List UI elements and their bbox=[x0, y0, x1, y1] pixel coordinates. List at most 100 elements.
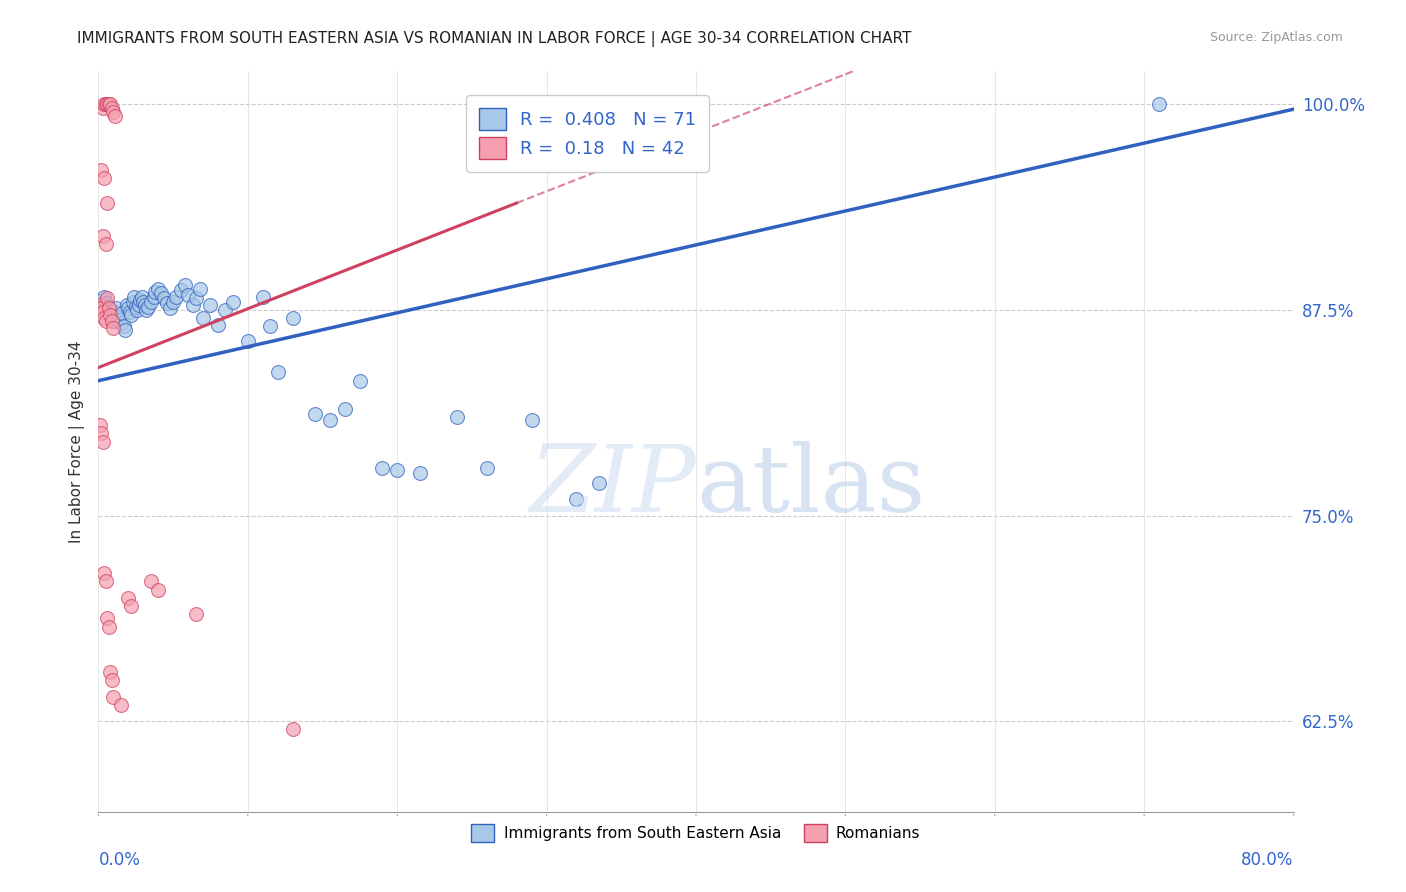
Point bbox=[107, 310, 129, 324]
Point bbox=[222, 294, 245, 309]
Point bbox=[90, 426, 112, 441]
Point bbox=[91, 101, 114, 115]
Point bbox=[111, 306, 134, 320]
Point bbox=[120, 599, 142, 613]
Point bbox=[165, 290, 187, 304]
Point bbox=[200, 298, 222, 312]
Point bbox=[124, 290, 146, 304]
Point bbox=[93, 97, 115, 112]
Point bbox=[128, 298, 150, 312]
Point bbox=[135, 302, 157, 317]
Point bbox=[408, 466, 430, 480]
Point bbox=[143, 285, 166, 299]
Point bbox=[93, 311, 115, 326]
Text: IMMIGRANTS FROM SOUTH EASTERN ASIA VS ROMANIAN IN LABOR FORCE | AGE 30-34 CORREL: IMMIGRANTS FROM SOUTH EASTERN ASIA VS RO… bbox=[77, 31, 911, 47]
Point bbox=[101, 673, 124, 687]
Point bbox=[97, 97, 120, 112]
Point bbox=[565, 492, 588, 507]
Point bbox=[105, 301, 128, 316]
Point bbox=[90, 298, 112, 312]
Text: atlas: atlas bbox=[696, 441, 925, 531]
Point bbox=[281, 311, 304, 326]
Point bbox=[121, 294, 143, 309]
Point bbox=[142, 290, 165, 304]
Point bbox=[207, 318, 229, 332]
Point bbox=[304, 407, 326, 421]
Point bbox=[150, 286, 173, 301]
Point bbox=[333, 401, 356, 416]
Point bbox=[174, 278, 197, 293]
Text: ZIP: ZIP bbox=[529, 441, 696, 531]
Point bbox=[101, 101, 124, 115]
Point bbox=[184, 607, 207, 622]
Point bbox=[94, 296, 117, 310]
Point bbox=[188, 281, 211, 295]
Point bbox=[259, 319, 281, 334]
Point bbox=[98, 308, 122, 322]
Point bbox=[103, 105, 125, 120]
Point bbox=[319, 413, 342, 427]
Point bbox=[120, 308, 142, 322]
Point bbox=[96, 292, 118, 306]
Point bbox=[101, 311, 124, 326]
Point bbox=[104, 304, 127, 318]
Point bbox=[89, 298, 111, 312]
Point bbox=[96, 300, 118, 314]
Point bbox=[98, 308, 122, 322]
Point bbox=[475, 461, 498, 475]
Point bbox=[90, 301, 112, 316]
Point bbox=[588, 475, 610, 490]
Point bbox=[91, 304, 114, 318]
Point bbox=[132, 294, 155, 309]
Point bbox=[129, 293, 152, 307]
Point bbox=[101, 314, 124, 328]
Point bbox=[115, 298, 138, 312]
Point bbox=[96, 610, 118, 624]
Point bbox=[177, 288, 200, 302]
Point bbox=[103, 690, 125, 704]
Point bbox=[114, 323, 136, 337]
Point bbox=[93, 171, 115, 186]
Text: 0.0%: 0.0% bbox=[98, 851, 141, 869]
Point bbox=[139, 294, 162, 309]
Point bbox=[385, 462, 409, 476]
Point bbox=[127, 302, 149, 317]
Point bbox=[184, 292, 207, 306]
Point bbox=[181, 298, 204, 312]
Point bbox=[148, 582, 170, 597]
Point bbox=[349, 374, 371, 388]
Point bbox=[97, 301, 120, 316]
Point bbox=[148, 281, 170, 295]
Point bbox=[156, 296, 179, 310]
Point bbox=[252, 290, 274, 304]
Point bbox=[117, 301, 139, 316]
Point bbox=[117, 591, 139, 605]
Point bbox=[91, 434, 114, 449]
Point bbox=[520, 413, 543, 427]
Point bbox=[136, 300, 159, 314]
Point bbox=[139, 574, 162, 589]
Point bbox=[91, 228, 114, 243]
Point bbox=[191, 311, 214, 326]
Point bbox=[94, 574, 117, 589]
Text: 80.0%: 80.0% bbox=[1241, 851, 1294, 869]
Point bbox=[159, 301, 181, 316]
Point bbox=[98, 97, 122, 112]
Point bbox=[162, 294, 184, 309]
Point bbox=[90, 163, 112, 178]
Point bbox=[103, 314, 125, 328]
Text: Source: ZipAtlas.com: Source: ZipAtlas.com bbox=[1209, 31, 1343, 45]
Point bbox=[104, 109, 127, 123]
Point bbox=[94, 97, 117, 112]
Point bbox=[110, 316, 132, 330]
Point bbox=[108, 313, 131, 327]
Point bbox=[94, 314, 117, 328]
Point bbox=[134, 298, 156, 312]
Point bbox=[94, 237, 117, 252]
Point bbox=[97, 620, 120, 634]
Point bbox=[97, 302, 120, 317]
Point bbox=[112, 319, 135, 334]
Point bbox=[98, 665, 122, 679]
Point bbox=[267, 366, 290, 380]
Point bbox=[89, 418, 111, 433]
